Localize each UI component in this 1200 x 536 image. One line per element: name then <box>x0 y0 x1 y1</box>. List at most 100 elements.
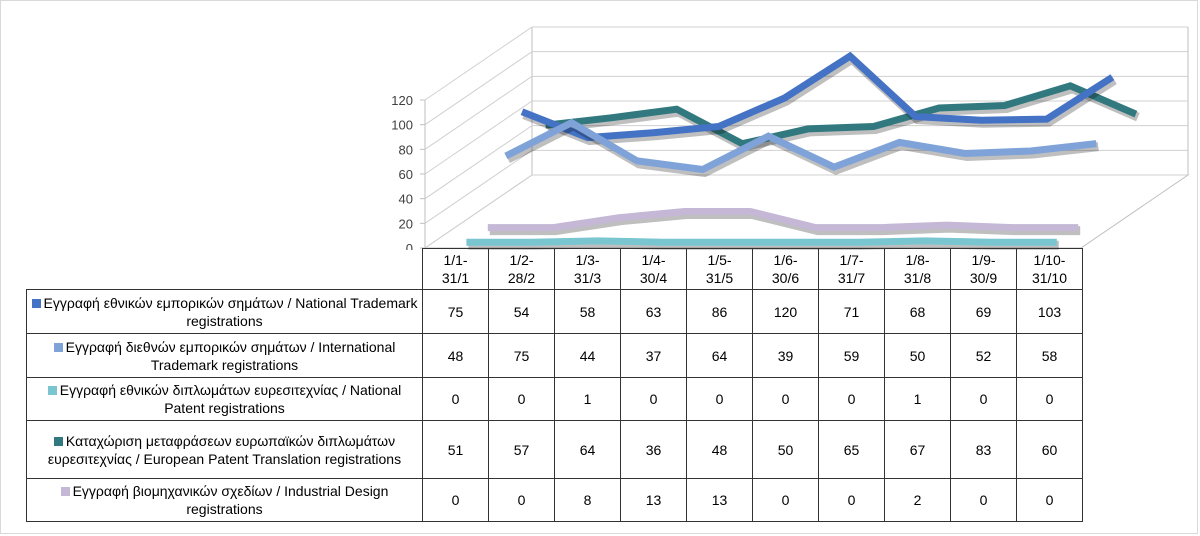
series-lines <box>466 51 1140 250</box>
gridline-side <box>424 51 533 126</box>
table-cell-value: 0 <box>818 377 885 421</box>
legend-key-icon <box>60 487 70 496</box>
table-cell-value: 103 <box>1016 289 1083 334</box>
table-cell-value: 13 <box>686 478 753 522</box>
series-line <box>504 118 1097 174</box>
table-cell-value: 58 <box>554 289 621 334</box>
gridline-side <box>424 174 533 249</box>
y-tick-label: 60 <box>399 167 413 182</box>
series-4 <box>487 208 1081 236</box>
table-cell-value: 44 <box>554 333 621 378</box>
table-cell-value: 48 <box>422 333 489 378</box>
table-cell-value: 2 <box>884 478 951 522</box>
table-cell-value: 63 <box>620 289 687 334</box>
table-corner <box>26 248 423 290</box>
table-row: Καταχώριση μεταφράσεων ευρωπαϊκών διπλωμ… <box>26 420 1083 479</box>
table-cell-value: 0 <box>818 478 885 522</box>
series-line <box>545 82 1138 148</box>
table-cell-value: 60 <box>1016 420 1083 479</box>
category-label: 1/9- 30/9 <box>950 248 1017 290</box>
table-cell-value: 0 <box>1016 478 1083 522</box>
table-cell-value: 37 <box>620 333 687 378</box>
table-cell-value: 58 <box>1016 333 1083 378</box>
series-name: Εγγραφή βιομηχανικών σχεδίων / Industria… <box>72 483 389 517</box>
chart-plot: 0 20 40 60 80 100 120 <box>391 26 1190 250</box>
gridline-side <box>424 100 533 175</box>
table-cell-value: 0 <box>488 478 555 522</box>
gridline-side <box>424 75 533 150</box>
table-row: Εγγραφή διεθνών εμπορικών σημάτων / Inte… <box>26 333 1083 378</box>
table-cell-value: 0 <box>950 478 1017 522</box>
category-label: 1/2- 28/2 <box>488 248 555 290</box>
table-cell-value: 120 <box>752 289 819 334</box>
legend-key-icon <box>53 436 63 446</box>
y-tick-label: 120 <box>391 93 413 108</box>
legend-key-icon <box>53 342 63 352</box>
series-line <box>520 51 1115 142</box>
series-name: Εγγραφή εθνικών εμπορικών σημάτων / Nati… <box>43 294 418 329</box>
legend-key-icon <box>31 298 41 308</box>
table-cell-value: 36 <box>620 420 687 479</box>
series-line <box>466 237 1057 246</box>
table-cell-value: 0 <box>752 377 819 421</box>
table-cell-value: 8 <box>554 478 621 522</box>
series-2 <box>466 237 1059 250</box>
table-cell-value: 50 <box>752 420 819 479</box>
series-1 <box>504 118 1099 178</box>
gridline-side <box>424 149 533 224</box>
table-cell-value: 68 <box>884 289 951 334</box>
y-tick-label: 80 <box>399 142 413 157</box>
series-0 <box>520 51 1117 146</box>
series-legend-label: Εγγραφή βιομηχανικών σχεδίων / Industria… <box>26 478 423 522</box>
table-cell-value: 1 <box>554 377 621 421</box>
table-cell-value: 1 <box>884 377 951 421</box>
data-table: 1/1- 31/1 1/2- 28/2 1/3- 31/3 1/4- 30/4 1/5- 31/5… <box>26 248 1083 522</box>
table-cell-value: 75 <box>488 333 555 378</box>
category-label: 1/10- 31/10 <box>1016 248 1083 290</box>
series-name: Εγγραφή διεθνών εμπορικών σημάτων / Inte… <box>65 338 396 373</box>
table-cell-value: 0 <box>950 377 1017 421</box>
series-legend-label: Εγγραφή εθνικών εμπορικών σημάτων / Nati… <box>26 289 423 334</box>
y-axis-ticks: 0 20 40 60 80 100 120 <box>391 93 425 250</box>
table-cell-value: 52 <box>950 333 1017 378</box>
table-cell-value: 50 <box>884 333 951 378</box>
table-cell-value: 0 <box>1016 377 1083 421</box>
table-cell-value: 39 <box>752 333 819 378</box>
series-line <box>487 208 1079 232</box>
category-label: 1/8- 31/8 <box>884 248 951 290</box>
table-cell-value: 69 <box>950 289 1017 334</box>
table-cell-value: 0 <box>422 478 489 522</box>
category-label: 1/3- 31/3 <box>554 248 621 290</box>
table-cell-value: 48 <box>686 420 753 479</box>
table-cell-value: 0 <box>488 377 555 421</box>
y-tick-label: 40 <box>399 192 413 207</box>
series-name: Εγγραφή εθνικών διπλωμάτων ευρεσιτεχνίας… <box>59 382 402 416</box>
series-3 <box>545 82 1140 152</box>
series-legend-label: Καταχώριση μεταφράσεων ευρωπαϊκών διπλωμ… <box>26 420 423 479</box>
table-row: Εγγραφή εθνικών διπλωμάτων ευρεσιτεχνίας… <box>26 377 1083 421</box>
table-cell-value: 67 <box>884 420 951 479</box>
y-tick-label: 20 <box>399 216 413 231</box>
table-cell-value: 0 <box>752 478 819 522</box>
table-cell-value: 86 <box>686 289 753 334</box>
category-label: 1/5- 31/5 <box>686 248 753 290</box>
table-cell-value: 51 <box>422 420 489 479</box>
legend-key-icon <box>47 386 57 395</box>
table-row: Εγγραφή εθνικών εμπορικών σημάτων / Nati… <box>26 289 1083 334</box>
table-cell-value: 57 <box>488 420 555 479</box>
table-cell-value: 54 <box>488 289 555 334</box>
category-label: 1/7- 31/7 <box>818 248 885 290</box>
gridline-side <box>424 26 533 101</box>
table-cell-value: 0 <box>422 377 489 421</box>
gridline-side <box>424 125 533 200</box>
series-legend-label: Εγγραφή εθνικών διπλωμάτων ευρεσιτεχνίας… <box>26 377 423 421</box>
table-cell-value: 0 <box>686 377 753 421</box>
table-cell-value: 64 <box>554 420 621 479</box>
table-cell-value: 65 <box>818 420 885 479</box>
y-tick-label: 0 <box>406 241 413 250</box>
category-label: 1/4- 30/4 <box>620 248 687 290</box>
table-cell-value: 13 <box>620 478 687 522</box>
series-name: Καταχώριση μεταφράσεων ευρωπαϊκών διπλωμ… <box>47 432 402 467</box>
series-legend-label: Εγγραφή διεθνών εμπορικών σημάτων / Inte… <box>26 333 423 378</box>
